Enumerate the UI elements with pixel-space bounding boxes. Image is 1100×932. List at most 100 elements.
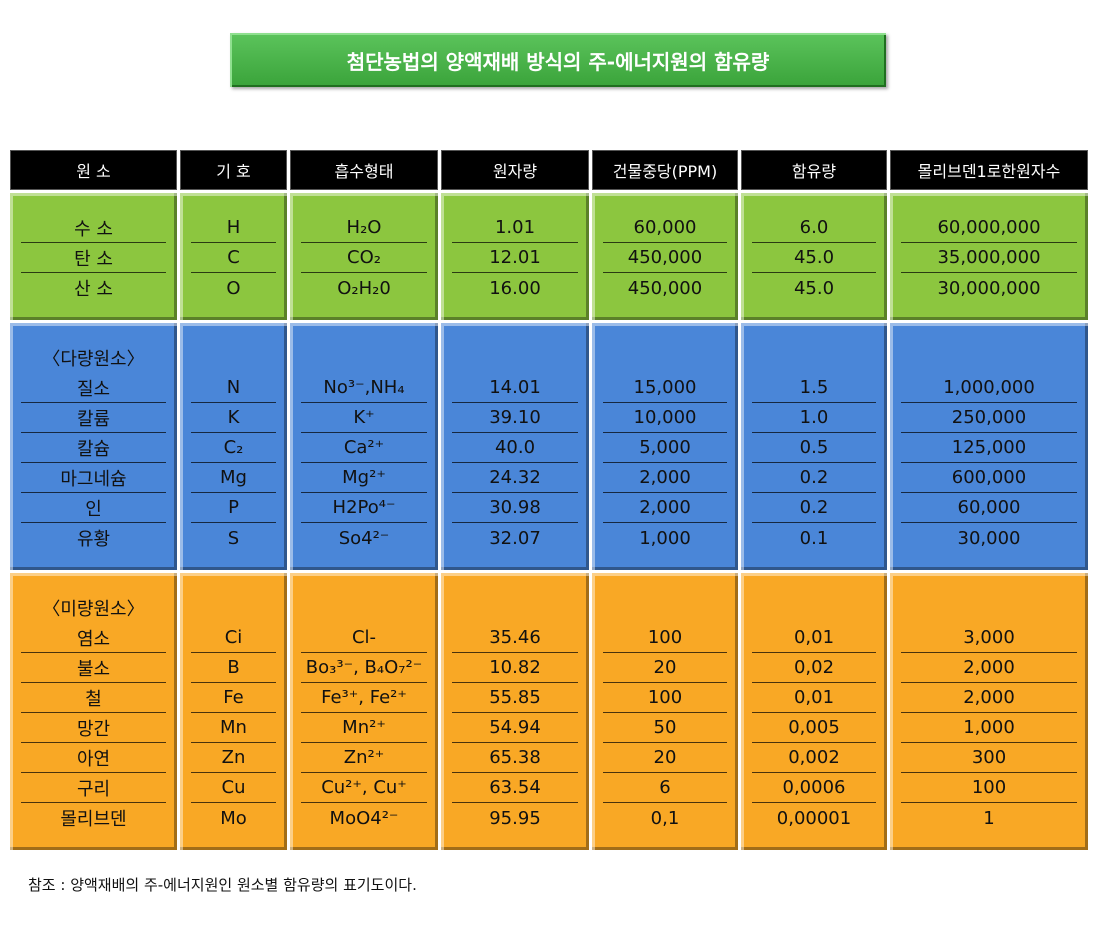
cell-symbol: C₂: [191, 433, 276, 463]
group-label: 〈다량원소〉: [42, 349, 145, 370]
cell-absorption-form: MoO4²⁻: [329, 807, 399, 829]
cell-dry-weight-ppm: 60,000: [603, 213, 727, 243]
cell-absorption-form: Cu²⁺, Cu⁺: [301, 773, 427, 803]
cell-atom-ratio: 30,000: [957, 527, 1021, 549]
cell-atom-ratio: 2,000: [901, 653, 1077, 683]
header-atom-ratio: 몰리브덴1로한원자수: [890, 150, 1088, 190]
table-header: 원 소 기 호 흡수형태 원자량 건물중당(PPM) 함유량 몰리브덴1로한원자…: [10, 150, 1089, 190]
column-absorption-form: No³⁻,NH₄ K⁺ Ca²⁺ Mg²⁺ H2Po⁴⁻ So4²⁻: [290, 323, 438, 570]
cell-absorption-form: Fe³⁺, Fe²⁺: [301, 683, 427, 713]
cell-absorption-form: Cl-: [301, 623, 427, 653]
column-content: 0,01 0,02 0,01 0,005 0,002 0,0006 0,00001: [741, 573, 887, 850]
cell-content: 1.5: [752, 373, 876, 403]
column-symbol: N K C₂ Mg P S: [180, 323, 287, 570]
cell-atomic-weight: 32.07: [489, 527, 541, 549]
cell-atomic-weight: 1.01: [452, 213, 578, 243]
cell-symbol: S: [227, 527, 240, 549]
cell-content: 45.0: [793, 277, 835, 299]
cell-element: 탄 소: [21, 243, 166, 273]
column-dry-weight-ppm: 100 20 100 50 20 6 0,1: [592, 573, 738, 850]
column-content: 1.5 1.0 0.5 0.2 0.2 0.1: [741, 323, 887, 570]
cell-element: 철: [21, 683, 166, 713]
header-symbol: 기 호: [180, 150, 287, 190]
cell-atom-ratio: 100: [901, 773, 1077, 803]
cell-atomic-weight: 40.0: [452, 433, 578, 463]
cell-symbol: H: [191, 213, 276, 243]
column-atom-ratio: 3,000 2,000 2,000 1,000 300 100 1: [890, 573, 1088, 850]
cell-element: 아연: [21, 743, 166, 773]
cell-symbol: Ci: [191, 623, 276, 653]
cell-element: 칼슘: [21, 433, 166, 463]
cell-atom-ratio: 600,000: [901, 463, 1077, 493]
cell-atomic-weight: 55.85: [452, 683, 578, 713]
cell-atom-ratio: 2,000: [901, 683, 1077, 713]
cell-content: 0.1: [799, 527, 829, 549]
cell-symbol: K: [191, 403, 276, 433]
cell-absorption-form: Ca²⁺: [301, 433, 427, 463]
cell-content: 0,0006: [752, 773, 876, 803]
cell-atomic-weight: 65.38: [452, 743, 578, 773]
cell-dry-weight-ppm: 1,000: [639, 527, 691, 549]
cell-content: 0.2: [752, 493, 876, 523]
column-dry-weight-ppm: 60,000 450,000 450,000: [592, 193, 738, 320]
cell-dry-weight-ppm: 100: [603, 683, 727, 713]
column-atom-ratio: 60,000,000 35,000,000 30,000,000: [890, 193, 1088, 320]
cell-atom-ratio: 35,000,000: [901, 243, 1077, 273]
column-content: 6.0 45.0 45.0: [741, 193, 887, 320]
cell-absorption-form: CO₂: [301, 243, 427, 273]
cell-content: 6.0: [752, 213, 876, 243]
cell-absorption-form: O₂H₂0: [337, 277, 391, 299]
cell-absorption-form: H₂O: [301, 213, 427, 243]
cell-element: 칼륨: [21, 403, 166, 433]
cell-atomic-weight: 10.82: [452, 653, 578, 683]
cell-element: 마그네슘: [21, 463, 166, 493]
cell-atomic-weight: 14.01: [452, 373, 578, 403]
cell-atomic-weight: 24.32: [452, 463, 578, 493]
cell-atomic-weight: 16.00: [489, 277, 541, 299]
column-dry-weight-ppm: 15,000 10,000 5,000 2,000 2,000 1,000: [592, 323, 738, 570]
cell-symbol: Mg: [191, 463, 276, 493]
cell-element: 망간: [21, 713, 166, 743]
cell-absorption-form: So4²⁻: [338, 527, 390, 549]
cell-content: 0.2: [752, 463, 876, 493]
cell-dry-weight-ppm: 450,000: [603, 243, 727, 273]
cell-content: 0,01: [752, 683, 876, 713]
cell-atomic-weight: 30.98: [452, 493, 578, 523]
column-absorption-form: Cl- Bo₃³⁻, B₄O₇²⁻ Fe³⁺, Fe²⁺ Mn²⁺ Zn²⁺ Cu²⁺, …: [290, 573, 438, 850]
cell-content: 0,02: [752, 653, 876, 683]
cell-atom-ratio: 1: [983, 807, 995, 829]
column-atom-ratio: 1,000,000 250,000 125,000 600,000 60,000 30,0…: [890, 323, 1088, 570]
cell-dry-weight-ppm: 6: [603, 773, 727, 803]
column-element: 〈미량원소〉 염소 불소 철 망간 아연 구리 몰리브덴: [10, 573, 177, 850]
cell-atom-ratio: 60,000: [901, 493, 1077, 523]
cell-content: 45.0: [752, 243, 876, 273]
cell-symbol: Cu: [191, 773, 276, 803]
cell-atom-ratio: 250,000: [901, 403, 1077, 433]
group-micro: 〈미량원소〉 염소 불소 철 망간 아연 구리 몰리브덴 Ci B Fe Mn Zn Cu Mo Cl- Bo₃…: [10, 573, 1089, 850]
cell-dry-weight-ppm: 450,000: [627, 277, 703, 299]
cell-symbol: P: [191, 493, 276, 523]
cell-symbol: Zn: [191, 743, 276, 773]
cell-dry-weight-ppm: 50: [603, 713, 727, 743]
cell-element: 불소: [21, 653, 166, 683]
column-atomic-weight: 35.46 10.82 55.85 54.94 65.38 63.54 95.95: [441, 573, 589, 850]
cell-symbol: Fe: [191, 683, 276, 713]
cell-element: 구리: [21, 773, 166, 803]
cell-atom-ratio: 60,000,000: [901, 213, 1077, 243]
cell-absorption-form: H2Po⁴⁻: [301, 493, 427, 523]
cell-dry-weight-ppm: 100: [603, 623, 727, 653]
cell-content: 1.0: [752, 403, 876, 433]
cell-atomic-weight: 35.46: [452, 623, 578, 653]
cell-element: 유황: [76, 529, 111, 550]
cell-dry-weight-ppm: 10,000: [603, 403, 727, 433]
cell-atomic-weight: 63.54: [452, 773, 578, 803]
cell-dry-weight-ppm: 5,000: [603, 433, 727, 463]
cell-element: 질소: [21, 373, 166, 403]
column-absorption-form: H₂O CO₂ O₂H₂0: [290, 193, 438, 320]
cell-element: 수 소: [21, 213, 166, 243]
nutrient-table: 원 소 기 호 흡수형태 원자량 건물중당(PPM) 함유량 몰리브덴1로한원자…: [10, 150, 1089, 850]
cell-symbol: N: [191, 373, 276, 403]
cell-element: 인: [21, 493, 166, 523]
header-atomic-weight: 원자량: [441, 150, 589, 190]
